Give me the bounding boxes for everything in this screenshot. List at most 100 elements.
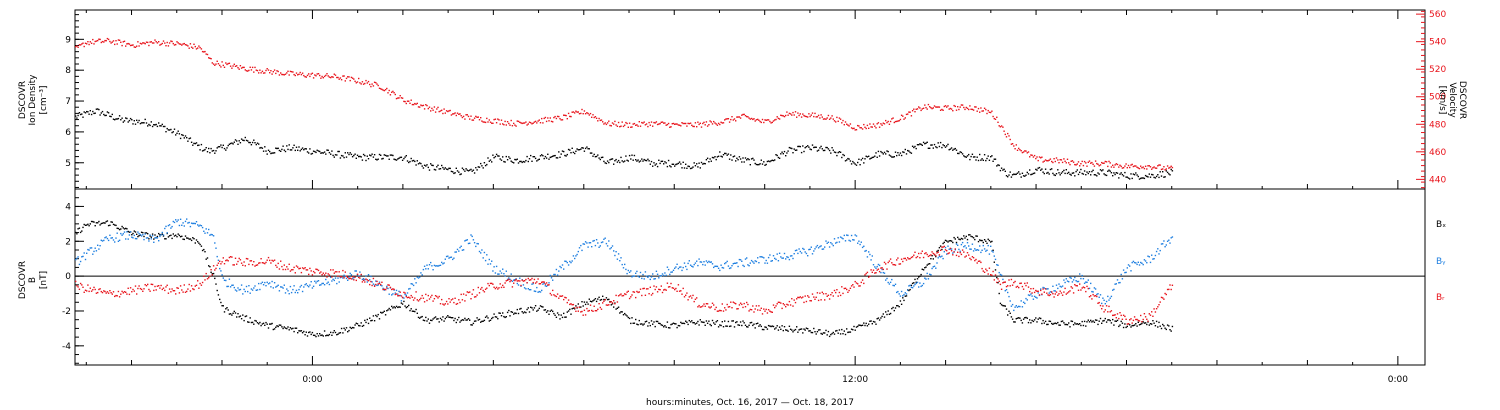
bz-point: [1094, 295, 1097, 297]
bz-point: [214, 269, 216, 271]
by-point: [782, 257, 784, 259]
velocity-point: [198, 45, 200, 47]
bz-point: [262, 262, 265, 264]
bz-point: [306, 269, 309, 271]
by-point: [1099, 294, 1102, 296]
bx-point: [617, 306, 620, 308]
density-point: [1054, 174, 1056, 177]
velocity-point: [1046, 160, 1048, 162]
density-point: [533, 156, 536, 158]
bx-point: [858, 324, 860, 326]
by-point: [687, 262, 689, 265]
bz-point: [309, 267, 311, 270]
bz-point: [1151, 311, 1153, 313]
bz-point: [439, 303, 442, 305]
by-point: [791, 255, 793, 257]
velocity-point: [595, 117, 598, 119]
velocity-point: [1044, 159, 1047, 161]
velocity-point: [275, 72, 277, 75]
velocity-point: [282, 73, 284, 76]
bz-point: [835, 291, 837, 294]
bz-point: [105, 292, 107, 294]
by-point: [469, 242, 471, 244]
by-point: [203, 230, 205, 232]
bz-point: [1018, 286, 1020, 289]
bz-point: [539, 283, 542, 285]
density-point: [1149, 176, 1152, 178]
velocity-point: [1008, 135, 1010, 137]
by-point: [785, 258, 787, 260]
density-point: [1040, 169, 1042, 171]
by-point: [925, 278, 927, 280]
bz-point: [990, 274, 992, 276]
bx-point: [83, 223, 85, 226]
bz-point: [738, 304, 741, 306]
bx-point: [290, 328, 293, 330]
bz-point: [1154, 311, 1157, 313]
bx-point: [957, 236, 959, 239]
bz-point: [852, 284, 854, 286]
bz-point: [495, 286, 498, 289]
bx-point: [1153, 322, 1155, 324]
density-point: [400, 156, 403, 158]
bz-point: [1037, 290, 1039, 292]
bfield-tick-label: 2: [65, 237, 71, 247]
bx-point: [322, 335, 324, 337]
velocity-point: [112, 40, 115, 42]
velocity-point: [475, 115, 477, 118]
bx-point: [717, 326, 720, 328]
density-point: [111, 113, 113, 116]
bx-point: [514, 312, 516, 314]
density-point: [692, 166, 694, 168]
density-point: [465, 168, 467, 170]
by-point: [1121, 278, 1124, 280]
velocity-point: [572, 111, 575, 113]
by-point: [182, 222, 184, 224]
bx-point: [473, 320, 476, 322]
bz-point: [1010, 278, 1013, 281]
by-point: [1131, 261, 1133, 264]
density-point: [327, 149, 329, 151]
bz-point: [484, 288, 487, 290]
velocity-point: [1124, 165, 1126, 167]
bz-point: [534, 282, 537, 284]
bx-point: [211, 273, 213, 275]
density-point: [542, 155, 544, 157]
density-point: [349, 152, 351, 154]
x-tick-label: 0:00: [302, 375, 322, 385]
bx-point: [176, 236, 178, 238]
density-point: [323, 151, 326, 153]
density-point: [803, 150, 805, 153]
bx-point: [459, 321, 461, 323]
bz-point: [648, 293, 650, 295]
bz-point: [367, 280, 370, 282]
bx-point: [503, 315, 505, 318]
by-point: [552, 279, 554, 281]
bx-point: [456, 319, 459, 321]
bx-point: [696, 322, 698, 324]
bz-point: [844, 287, 847, 289]
bx-point: [1169, 329, 1171, 331]
bz-point: [687, 299, 689, 301]
by-point: [165, 225, 167, 228]
velocity-point: [589, 112, 592, 115]
bz-point: [559, 295, 561, 297]
density-point: [922, 141, 925, 144]
density-point: [742, 157, 744, 159]
velocity-point: [369, 83, 371, 86]
by-point: [527, 288, 529, 290]
bz-point: [855, 282, 858, 284]
velocity-point: [1127, 164, 1130, 167]
bz-point: [1003, 281, 1005, 283]
bx-point: [233, 310, 235, 313]
by-point: [766, 262, 769, 264]
velocity-point: [522, 122, 525, 124]
bz-point: [239, 259, 242, 261]
bz-point: [245, 257, 248, 260]
by-point: [483, 251, 486, 254]
density-point: [510, 160, 512, 162]
density-point: [764, 164, 766, 166]
bz-point: [977, 260, 980, 262]
by-point: [1064, 281, 1066, 284]
bz-point: [339, 275, 342, 278]
